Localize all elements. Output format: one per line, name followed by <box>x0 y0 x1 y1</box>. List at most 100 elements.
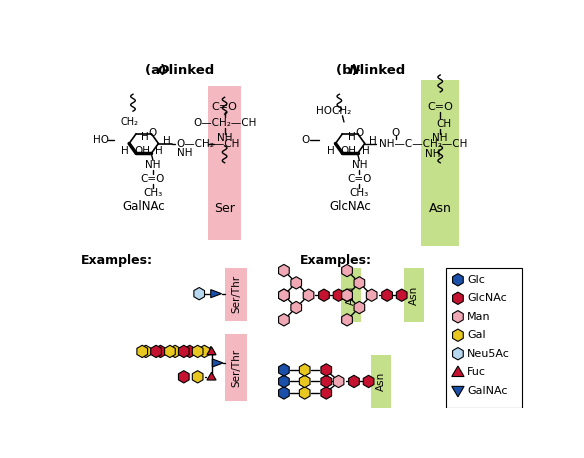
Text: C=O: C=O <box>427 102 453 112</box>
Polygon shape <box>453 311 463 323</box>
Text: -linked: -linked <box>354 64 405 77</box>
Text: Glc: Glc <box>467 275 485 285</box>
Polygon shape <box>141 345 151 358</box>
Polygon shape <box>453 273 463 286</box>
FancyBboxPatch shape <box>225 268 247 321</box>
Text: Examples:: Examples: <box>81 254 152 267</box>
Text: CH₃: CH₃ <box>144 188 162 198</box>
Polygon shape <box>279 387 289 399</box>
Polygon shape <box>291 301 301 314</box>
Polygon shape <box>363 375 374 387</box>
FancyBboxPatch shape <box>225 334 247 402</box>
Polygon shape <box>354 277 364 289</box>
FancyBboxPatch shape <box>208 86 241 240</box>
Text: O: O <box>149 128 157 138</box>
Text: GalNAc: GalNAc <box>123 200 165 213</box>
Polygon shape <box>279 375 289 387</box>
Polygon shape <box>452 366 464 376</box>
Polygon shape <box>151 345 161 358</box>
Polygon shape <box>366 289 377 301</box>
Polygon shape <box>165 345 175 358</box>
Polygon shape <box>453 348 463 360</box>
Text: HO: HO <box>93 135 109 145</box>
Polygon shape <box>333 289 344 301</box>
Polygon shape <box>342 264 352 277</box>
Text: (b): (b) <box>336 64 363 77</box>
Polygon shape <box>179 371 189 383</box>
Polygon shape <box>321 364 332 376</box>
FancyBboxPatch shape <box>341 268 361 322</box>
Polygon shape <box>342 289 352 301</box>
Text: O: O <box>355 128 363 138</box>
Text: CH: CH <box>436 119 451 129</box>
Text: Man: Man <box>467 312 491 322</box>
Text: -linked: -linked <box>163 64 214 77</box>
Polygon shape <box>279 264 289 277</box>
FancyBboxPatch shape <box>446 268 522 408</box>
Polygon shape <box>279 314 289 326</box>
Text: OH: OH <box>134 146 150 156</box>
Text: Asn: Asn <box>346 286 356 305</box>
Text: O—CH₂—CH: O—CH₂—CH <box>193 118 256 128</box>
Polygon shape <box>279 289 289 301</box>
Polygon shape <box>185 345 195 358</box>
Text: Ser/Thr: Ser/Thr <box>231 275 241 313</box>
Text: GlcNAc: GlcNAc <box>329 200 371 213</box>
Text: Asn: Asn <box>429 202 451 215</box>
Text: Examples:: Examples: <box>300 254 372 267</box>
Text: NH: NH <box>352 160 367 170</box>
Polygon shape <box>354 301 364 314</box>
Polygon shape <box>211 289 221 298</box>
Polygon shape <box>207 347 216 354</box>
Text: NH: NH <box>217 133 232 143</box>
Text: H: H <box>163 136 171 146</box>
Polygon shape <box>452 387 464 397</box>
Text: C=O: C=O <box>347 174 371 184</box>
Polygon shape <box>321 387 332 399</box>
Text: OH: OH <box>340 146 357 156</box>
Polygon shape <box>342 314 352 326</box>
Polygon shape <box>194 288 204 300</box>
Text: C=O: C=O <box>211 102 238 112</box>
Polygon shape <box>279 364 289 376</box>
Polygon shape <box>192 345 203 358</box>
Text: H: H <box>369 136 377 146</box>
Polygon shape <box>291 277 301 289</box>
FancyBboxPatch shape <box>421 80 460 246</box>
Text: NH: NH <box>177 148 192 158</box>
Text: (a): (a) <box>145 64 171 77</box>
Text: Asn: Asn <box>376 372 386 391</box>
Text: Ser/Thr: Ser/Thr <box>231 349 241 387</box>
Polygon shape <box>199 345 210 358</box>
Text: Ser: Ser <box>214 202 235 215</box>
Polygon shape <box>342 289 352 301</box>
Polygon shape <box>170 345 180 358</box>
Text: Fuc: Fuc <box>467 367 486 377</box>
Polygon shape <box>397 289 407 301</box>
Text: NH—C—CH₂—CH: NH—C—CH₂—CH <box>378 138 467 148</box>
Polygon shape <box>349 375 359 387</box>
Text: H: H <box>141 132 149 142</box>
Polygon shape <box>453 292 463 305</box>
Text: O: O <box>301 135 310 145</box>
Polygon shape <box>155 345 166 358</box>
Polygon shape <box>453 329 463 341</box>
Polygon shape <box>319 289 329 301</box>
Polygon shape <box>137 345 148 358</box>
Text: O: O <box>391 128 399 138</box>
Text: CH₂: CH₂ <box>121 117 139 127</box>
Text: CH₃: CH₃ <box>350 188 369 198</box>
Polygon shape <box>206 347 215 355</box>
Text: NH: NH <box>145 160 161 170</box>
Text: GalNAc: GalNAc <box>467 386 507 396</box>
Polygon shape <box>207 372 216 380</box>
Text: H: H <box>327 146 335 156</box>
Polygon shape <box>300 387 310 399</box>
Polygon shape <box>213 359 223 367</box>
Polygon shape <box>179 345 189 358</box>
Polygon shape <box>321 375 332 387</box>
Text: H: H <box>121 146 128 156</box>
Polygon shape <box>300 364 310 376</box>
Text: N: N <box>349 64 360 77</box>
Text: NH: NH <box>425 148 440 158</box>
